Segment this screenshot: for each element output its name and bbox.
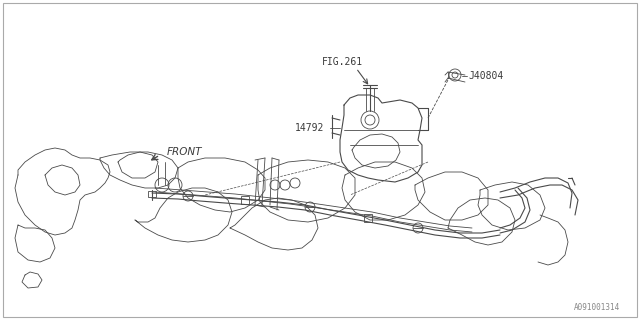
Text: FRONT: FRONT <box>167 147 202 157</box>
Circle shape <box>183 191 193 201</box>
Text: 14792: 14792 <box>295 123 324 133</box>
Bar <box>364 214 372 222</box>
Text: J40804: J40804 <box>468 71 503 81</box>
Circle shape <box>413 223 423 233</box>
Bar <box>148 191 156 197</box>
Circle shape <box>305 202 315 212</box>
Bar <box>241 196 249 204</box>
Text: FIG.261: FIG.261 <box>322 57 363 67</box>
Text: A091001314: A091001314 <box>573 303 620 312</box>
